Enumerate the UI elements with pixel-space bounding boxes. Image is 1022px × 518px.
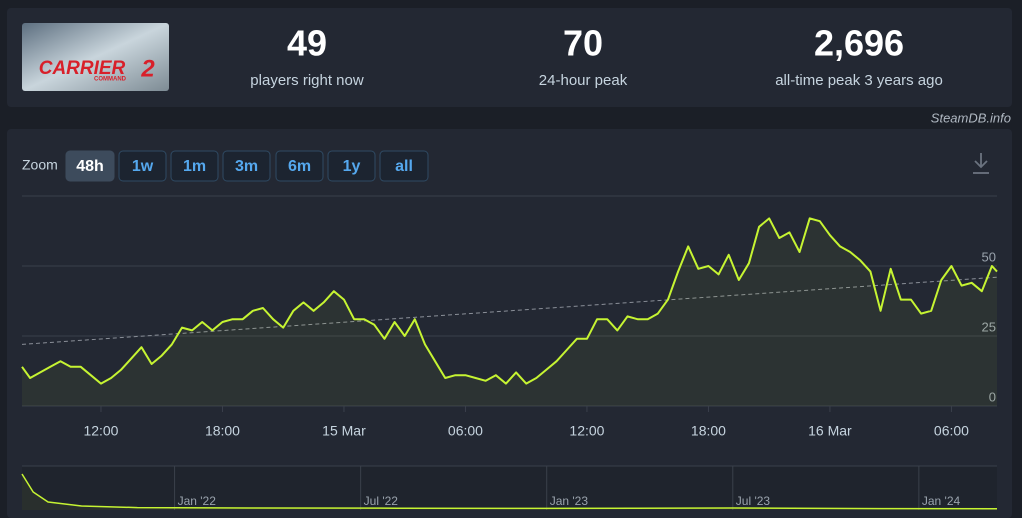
zoom-button-label[interactable]: 1m [183,158,206,175]
x-tick-label: 15 Mar [322,423,366,439]
area [22,218,997,406]
zoom-button-label[interactable]: all [395,158,413,175]
x-tick-label: Jul '23 [736,494,771,508]
zoom-button[interactable] [65,150,115,182]
stat-label: all-time peak 3 years ago [775,72,943,89]
x-tick-label: Jan '22 [178,494,217,508]
zoom-button-label[interactable]: 3m [235,158,258,175]
stats-panel [7,8,1012,107]
x-tick-label: 16 Mar [808,423,852,439]
stat-value: 2,696 [814,23,904,64]
stat-value: 49 [287,23,327,64]
zoom-button-label[interactable]: 1w [132,158,154,175]
zoom-button-label[interactable]: 48h [76,158,104,175]
x-tick-label: 18:00 [205,423,240,439]
line [21,217,998,385]
zoom-button[interactable] [170,150,219,182]
zoom-button[interactable] [118,150,167,182]
source-label: SteamDB.info [931,110,1011,125]
zoom-label: Zoom [22,157,58,173]
zoom-button[interactable] [222,150,271,182]
zoom-button[interactable] [275,150,324,182]
x-tick-label: Jul '22 [364,494,399,508]
logo-text: CARRIER [39,58,126,79]
line [21,473,998,510]
x-tick-label: Jan '24 [922,494,961,508]
download-icon[interactable] [973,153,989,174]
zoom-button[interactable] [327,150,376,182]
logo-text: 2 [140,55,155,82]
game-thumbnail [22,23,169,91]
x-tick-label: 06:00 [448,423,483,439]
stat-value: 70 [563,23,603,64]
x-tick-label: 12:00 [569,423,604,439]
logo-text: COMMAND [94,77,127,83]
zoom-buttons: 48h 1w 1m 3m 6m 1y all [65,150,429,182]
x-tick-label: 18:00 [691,423,726,439]
x-tick-label: Jan '23 [550,494,589,508]
y-tick-label: 50 [982,249,996,264]
x-tick-label: 06:00 [934,423,969,439]
y-tick-label: 25 [982,319,996,334]
x-tick-label: 12:00 [83,423,118,439]
navigator [22,466,997,510]
stat-label: 24-hour peak [539,72,628,89]
zoom-button-label[interactable]: 6m [288,158,311,175]
stat-label: players right now [250,72,364,89]
zoom-button[interactable] [379,150,429,182]
download-arrow [974,160,988,169]
y-tick-label: 0 [989,389,996,404]
zoom-button-label[interactable]: 1y [343,158,361,175]
trend-line [21,276,998,345]
